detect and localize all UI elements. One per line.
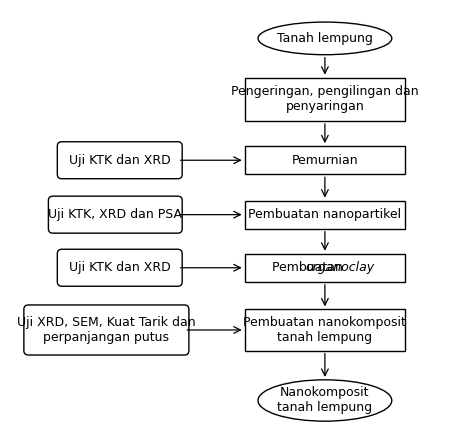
Text: Pemurnian: Pemurnian xyxy=(292,154,358,167)
Text: Pembuatan nanokomposit
tanah lempung: Pembuatan nanokomposit tanah lempung xyxy=(243,316,406,344)
Text: Pembuatan: Pembuatan xyxy=(272,261,347,274)
Text: Pengeringan, pengilingan dan
penyaringan: Pengeringan, pengilingan dan penyaringan xyxy=(231,85,419,113)
Text: Uji KTK dan XRD: Uji KTK dan XRD xyxy=(69,261,171,274)
FancyBboxPatch shape xyxy=(245,309,405,351)
FancyBboxPatch shape xyxy=(57,249,182,286)
Text: Nanokomposit
tanah lempung: Nanokomposit tanah lempung xyxy=(277,386,372,414)
FancyBboxPatch shape xyxy=(245,146,405,174)
Text: Uji XRD, SEM, Kuat Tarik dan
perpanjangan putus: Uji XRD, SEM, Kuat Tarik dan perpanjanga… xyxy=(17,316,196,344)
FancyBboxPatch shape xyxy=(245,78,405,121)
FancyBboxPatch shape xyxy=(57,142,182,179)
Text: organoclay: organoclay xyxy=(305,261,375,274)
Ellipse shape xyxy=(258,22,392,55)
Ellipse shape xyxy=(258,380,392,421)
FancyBboxPatch shape xyxy=(245,254,405,282)
Text: Uji KTK dan XRD: Uji KTK dan XRD xyxy=(69,154,171,167)
FancyBboxPatch shape xyxy=(245,201,405,229)
Text: Pembuatan nanopartikel: Pembuatan nanopartikel xyxy=(249,208,401,221)
FancyBboxPatch shape xyxy=(48,196,182,233)
Text: Tanah lempung: Tanah lempung xyxy=(277,32,373,45)
Text: Uji KTK, XRD dan PSA: Uji KTK, XRD dan PSA xyxy=(48,208,182,221)
FancyBboxPatch shape xyxy=(24,305,189,355)
